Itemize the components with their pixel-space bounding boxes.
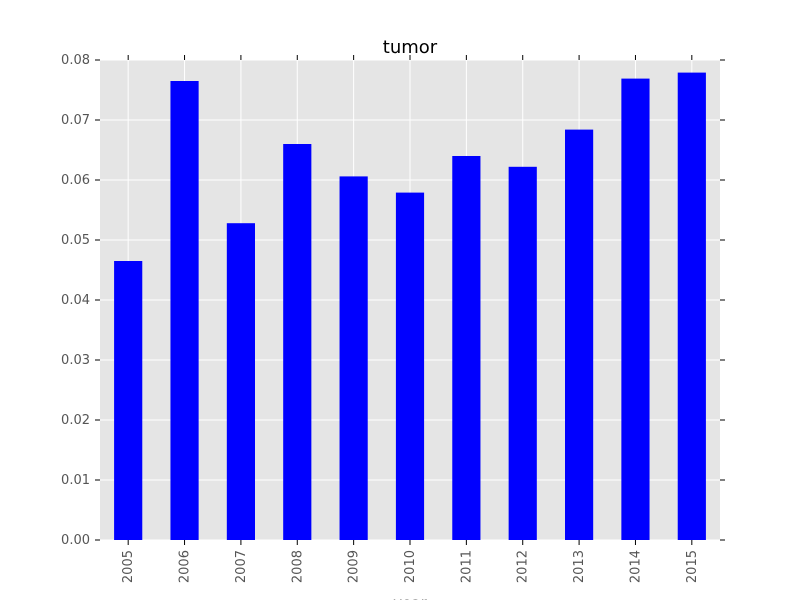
y-tick-label: 0.04	[61, 293, 90, 308]
y-tick-label: 0.03	[61, 353, 90, 368]
bar-2007	[226, 223, 255, 540]
x-tick-label: 2006	[178, 550, 193, 583]
bar-2008	[283, 144, 312, 540]
x-tick-label: 2009	[347, 550, 362, 583]
x-tick-label: 2007	[234, 550, 249, 583]
y-tick-label: 0.00	[61, 533, 90, 548]
y-tick-label: 0.06	[61, 173, 90, 188]
chart-title: tumor	[383, 37, 438, 58]
bar-2006	[170, 81, 199, 540]
x-tick-label: 2012	[516, 550, 531, 583]
x-tick-label: 2011	[459, 550, 474, 583]
tick-marks	[95, 55, 725, 545]
bar-2015	[677, 72, 706, 540]
x-tick-label: 2013	[572, 550, 587, 583]
x-tick-label: 2014	[628, 550, 643, 583]
bar-2012	[508, 166, 537, 541]
x-tick-label: 2008	[290, 550, 305, 583]
x-tick-label: 2015	[685, 550, 700, 583]
x-axis-label: year	[393, 594, 427, 600]
bars	[114, 72, 706, 541]
bar-2013	[565, 129, 594, 540]
y-tick-label: 0.05	[61, 233, 90, 248]
bar-2005	[114, 261, 143, 540]
y-tick-label: 0.07	[61, 113, 90, 128]
bar-2011	[452, 156, 481, 540]
bar-2010	[395, 192, 425, 540]
y-tick-label: 0.02	[61, 413, 90, 428]
x-tick-label: 2005	[121, 550, 136, 583]
x-tick-label: 2010	[403, 550, 418, 583]
bar-2009	[339, 176, 368, 540]
bar-2014	[621, 78, 650, 540]
y-tick-label: 0.08	[61, 53, 90, 68]
tick-labels: 0.00 0.01 0.02 0.03 0.04 0.05 0.06 0.07 0.08 2005…	[61, 53, 700, 583]
y-tick-label: 0.01	[61, 473, 90, 488]
